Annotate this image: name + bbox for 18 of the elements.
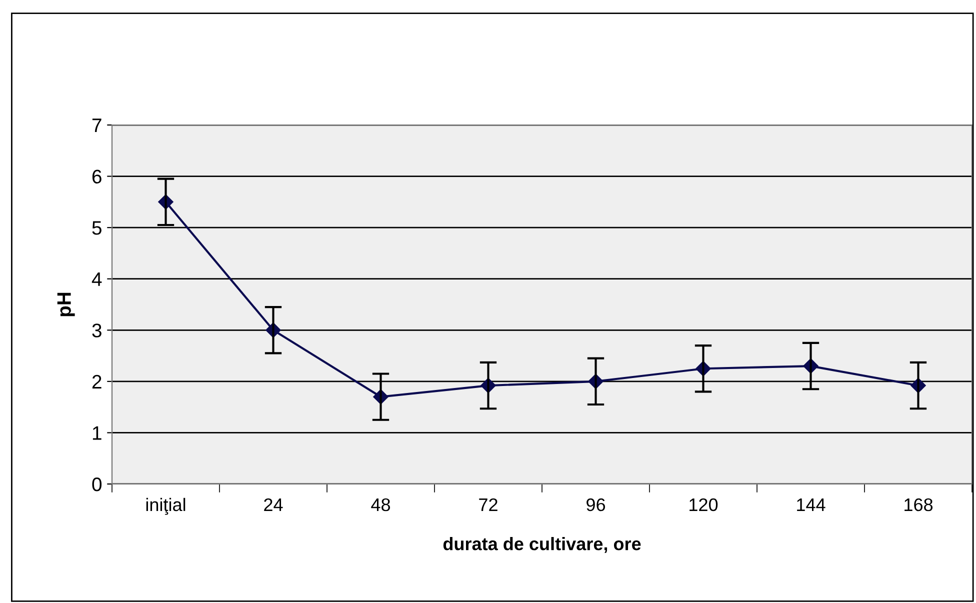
y-tick-label: 2 [92,374,102,388]
x-tick-label: 120 [690,498,718,512]
y-tick-label: 4 [92,272,102,286]
y-tick-label: 7 [92,118,102,132]
x-tick-label: 72 [479,498,498,511]
y-tick-label: 3 [92,324,102,338]
x-tick-label: 144 [797,498,826,511]
x-tick-label: 96 [586,498,605,512]
x-tick-label: 48 [371,498,390,512]
x-axis-title: durata de cultivare, ore [443,537,641,553]
y-tick-label: 1 [92,426,102,440]
y-axis-title: pH [57,292,75,316]
x-tick-label: 24 [264,498,283,511]
y-tick-label: 5 [92,221,102,235]
x-tick-label: 168 [904,498,933,512]
y-tick-label: 6 [92,170,102,184]
x-tick-label: iniţial [146,498,186,515]
y-tick-label: 0 [92,477,102,492]
